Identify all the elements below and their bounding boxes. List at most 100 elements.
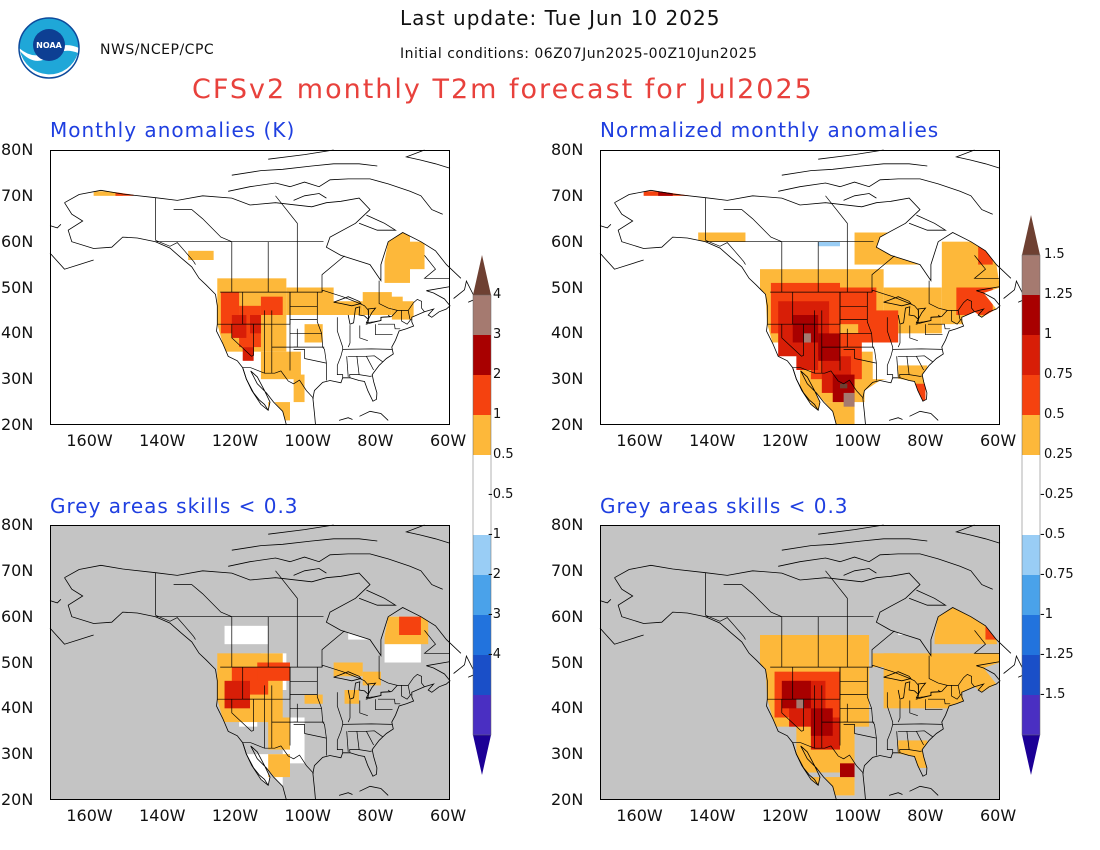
- coastline: [228, 178, 443, 215]
- anomaly-cell: [362, 671, 381, 686]
- coastline: [268, 524, 334, 535]
- boundary-line: [336, 317, 344, 379]
- boundary-line: [347, 325, 351, 348]
- map-frame: [50, 525, 450, 800]
- anomaly-cell: [242, 347, 254, 361]
- coastline: [599, 627, 644, 645]
- anomaly-cell: [840, 763, 855, 778]
- boundary-line: [231, 699, 252, 732]
- coastline: [843, 193, 877, 201]
- lat-tick-label: 20N: [551, 415, 584, 434]
- anomaly-cell: [818, 241, 840, 247]
- lat-tick-label: 60N: [1, 231, 34, 251]
- coastline: [64, 189, 462, 282]
- boundary-line: [242, 367, 314, 399]
- normalized-colorbar-label: 1.25: [1044, 287, 1073, 302]
- boundary-line: [928, 323, 951, 330]
- colorbar-segment: [1022, 655, 1040, 695]
- lat-tick-label: 70N: [1, 185, 34, 205]
- boundary-line: [951, 310, 962, 325]
- coastline: [792, 742, 819, 786]
- colorbar-segment: [1022, 575, 1040, 615]
- boundary-line: [359, 325, 368, 342]
- coastline: [862, 661, 1001, 801]
- lon-tick-label: 60W: [980, 431, 1017, 450]
- noaa-logo: NOAA: [18, 17, 80, 79]
- coastline: [293, 193, 327, 201]
- coastline: [818, 149, 884, 160]
- coastline: [49, 627, 94, 645]
- lat-tick-label: 30N: [1, 369, 34, 389]
- colorbar-segment: [473, 415, 491, 455]
- normalized-colorbar-label: 0.25: [1044, 447, 1073, 462]
- agency-label: NWS/NCEP/CPC: [100, 42, 215, 58]
- anomaly-cell: [658, 191, 673, 196]
- boundary-line: [909, 325, 918, 342]
- map-frame: [600, 525, 1000, 800]
- colorbar-segment: [473, 455, 491, 495]
- boundary-line: [173, 209, 232, 243]
- coastline: [614, 202, 837, 426]
- coastline: [955, 524, 1001, 544]
- anomaly-cell: [257, 662, 290, 681]
- coastline: [49, 224, 62, 229]
- lat-tick-label: 60N: [551, 606, 584, 626]
- coastline: [599, 599, 612, 604]
- lat-tick-label: 20N: [551, 790, 584, 809]
- coastline: [818, 524, 884, 535]
- coastline: [359, 410, 389, 421]
- boundary-line: [251, 324, 254, 357]
- anomaly-cell: [803, 333, 811, 343]
- boundary-line: [897, 325, 901, 348]
- lat-tick-label: 80N: [551, 140, 584, 159]
- anomaly-cell: [858, 310, 899, 343]
- colorbar-segment: [473, 335, 491, 375]
- boundary-line: [899, 731, 910, 753]
- anomaly-cell: [293, 374, 305, 403]
- lat-tick-label: 70N: [551, 185, 584, 205]
- anomaly-cell: [260, 296, 283, 315]
- coastline: [909, 785, 939, 796]
- normalized-colorbar-label: -1.25: [1040, 647, 1074, 662]
- lon-tick-label: 140W: [689, 806, 736, 825]
- panel-title-skill-right: Grey areas skills < 0.3: [600, 494, 849, 518]
- boundary-line: [781, 699, 802, 732]
- lon-tick-label: 100W: [284, 431, 331, 450]
- anomaly-cell: [410, 241, 425, 270]
- coastline: [64, 577, 287, 801]
- colorbar-segment: [1022, 255, 1040, 295]
- lon-tick-label: 60W: [430, 431, 467, 450]
- normalized-skill-masked-map: [599, 524, 1027, 801]
- coastline: [64, 202, 287, 426]
- coastline: [599, 252, 644, 270]
- colorbar-segment: [1022, 695, 1040, 735]
- boundary-line: [909, 700, 918, 717]
- normalized-colorbar-label: 1: [1044, 327, 1053, 342]
- boundary-line: [957, 685, 961, 695]
- boundary-line: [220, 664, 425, 700]
- boundary-line: [349, 731, 360, 753]
- lon-tick-label: 140W: [139, 806, 186, 825]
- boundaries: [155, 570, 450, 774]
- boundary-line: [801, 699, 804, 732]
- normalized-colorbar: [1021, 215, 1041, 775]
- boundary-line: [925, 699, 943, 711]
- coastline: [338, 792, 353, 796]
- coastline: [883, 671, 912, 682]
- boundary-line: [896, 731, 899, 752]
- lat-tick-label: 70N: [551, 560, 584, 580]
- boundary-line: [916, 731, 924, 746]
- boundary-line: [705, 614, 746, 640]
- anomaly-cell: [268, 717, 290, 750]
- boundary-line: [366, 731, 374, 746]
- anomaly-skill-masked-map: [49, 524, 477, 801]
- boundary-line: [951, 685, 962, 700]
- lat-tick-label: 30N: [1, 744, 34, 764]
- normalized-colorbar-label: -1.5: [1040, 687, 1066, 702]
- anomaly-map: [49, 149, 477, 426]
- boundary-line: [871, 630, 895, 668]
- lon-tick-label: 120W: [211, 431, 259, 450]
- boundary-line: [871, 255, 895, 293]
- colorbar-segment: [1022, 415, 1040, 455]
- panel-title-normalized: Normalized monthly anomalies: [600, 118, 940, 142]
